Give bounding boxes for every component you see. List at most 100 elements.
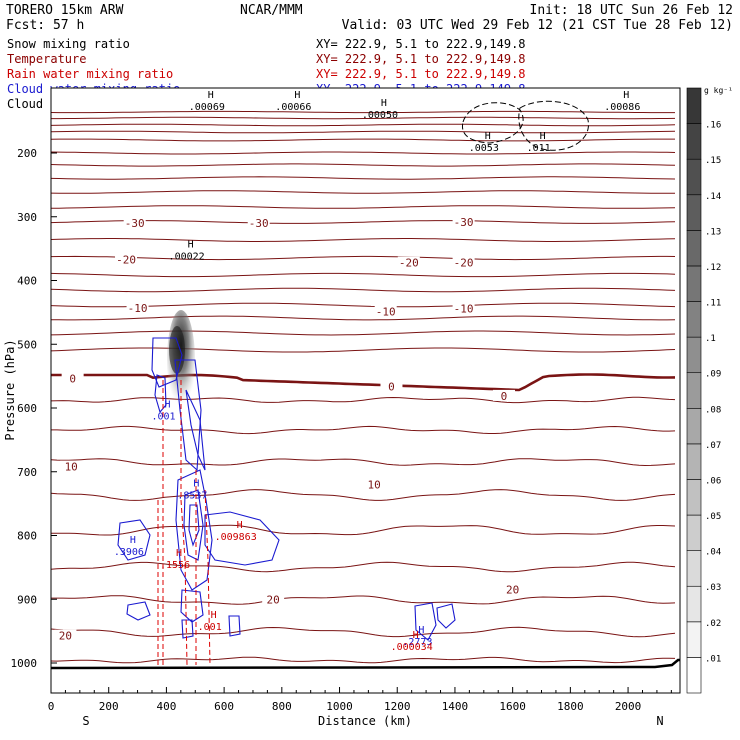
valid-label: Valid: 03 UTC Wed 29 Feb 12 (21 CST Tue … xyxy=(342,18,733,33)
extremum-value: .8537 xyxy=(177,490,207,501)
colorbar-level-label: .1 xyxy=(705,334,716,344)
temperature-contour xyxy=(50,220,676,224)
plot-area: -30 -30 -30 -20 -20 -20 -10 -10 -10 0 0 0 10 10 20 20 20… xyxy=(50,87,681,694)
temperature-contour xyxy=(50,561,676,573)
colorbar-level-label: .04 xyxy=(705,548,721,558)
extremum-value: .009863 xyxy=(215,532,257,543)
temperature-contour xyxy=(51,425,676,435)
colorbar-swatch xyxy=(686,621,702,658)
extremum-value: .011 xyxy=(527,143,551,154)
x-tick-label: 1000 xyxy=(326,700,353,713)
colorbar-level-label: .14 xyxy=(705,192,721,202)
colorbar-swatch xyxy=(686,657,702,694)
temperature-label: -10 xyxy=(128,302,148,315)
rain-water-contour xyxy=(180,380,188,666)
extremum-mark: H xyxy=(188,239,194,250)
temperature-contour xyxy=(50,151,676,155)
temperature-contour xyxy=(50,110,675,114)
cloud-water-contour xyxy=(174,359,202,472)
temperature-contour xyxy=(50,123,676,127)
cloud-water-contour xyxy=(180,589,204,623)
temperature-contour xyxy=(50,347,676,353)
temperature-label-background xyxy=(452,215,475,227)
cloud-water-contour xyxy=(204,511,280,566)
temperature-label-background xyxy=(374,305,397,317)
colorbar-unit: g kg⁻¹ xyxy=(704,86,733,95)
colorbar-swatch xyxy=(686,443,702,480)
temperature-contour xyxy=(50,190,675,194)
surface-terrain-line xyxy=(50,658,680,670)
legend-entry-xy: XY= 222.9, 5.1 to 222.9,149.8 xyxy=(316,67,526,81)
extremum-value: .00066 xyxy=(275,102,311,113)
colorbar-swatch xyxy=(686,87,702,124)
colorbar-swatch xyxy=(686,230,702,267)
temperature-contour xyxy=(50,163,676,167)
init-label: Init: 18 UTC Sun 26 Feb 12 xyxy=(530,3,734,18)
y-axis-title: Pressure (hPa) xyxy=(3,339,17,440)
extremum-value: .1556 xyxy=(160,560,190,571)
y-axis: 200 300 400 500 600 700 800 900 1000 xyxy=(11,147,57,670)
plot-frame xyxy=(50,87,681,694)
temperature-label-background xyxy=(380,380,403,392)
temperature-contour xyxy=(50,138,675,142)
cloud-water-contour xyxy=(181,619,194,639)
y-tick-label: 700 xyxy=(17,466,37,479)
cloud-ice-contour xyxy=(518,100,589,151)
temperature-contour xyxy=(51,116,676,120)
x-tick-label: 200 xyxy=(99,700,119,713)
temperature-label-background xyxy=(452,256,475,268)
colorbar-level-label: .16 xyxy=(705,121,721,131)
y-tick-label: 400 xyxy=(17,275,37,288)
temperature-contour xyxy=(50,272,676,278)
temperature-label-background xyxy=(115,253,138,265)
extremum-mark: H xyxy=(413,630,419,641)
colorbar-swatch xyxy=(686,301,702,338)
temperature-label-background xyxy=(397,256,420,268)
temperature-label-background xyxy=(492,389,515,401)
colorbar-level-label: .02 xyxy=(705,619,721,629)
temperature-contour xyxy=(50,176,676,180)
cloud-water-contour xyxy=(175,469,213,591)
colorbar-swatch xyxy=(686,194,702,231)
colorbar-swatch xyxy=(686,550,702,587)
extremum-mark: H xyxy=(237,520,243,531)
colorbar-swatch xyxy=(686,514,702,551)
colorbar-swatch xyxy=(686,336,702,374)
extremum-value: .001 xyxy=(151,411,175,422)
colorbar-level-label: .13 xyxy=(705,227,721,237)
temperature-contour xyxy=(50,302,676,308)
x-axis-left-end-label: S xyxy=(82,714,89,728)
cloud-water-contour xyxy=(117,519,151,561)
temperature-label-background xyxy=(262,593,285,605)
y-tick-label: 600 xyxy=(17,402,37,415)
colorbar-swatch xyxy=(686,585,702,623)
x-tick-label: 600 xyxy=(214,700,234,713)
extremum-mark: H xyxy=(485,131,491,142)
temperature-label-background xyxy=(363,478,386,490)
colorbar-swatch xyxy=(686,158,702,196)
temperature-label: 20 xyxy=(59,630,72,643)
extremum-value: .2773 xyxy=(402,637,432,648)
temperature-contour xyxy=(50,626,676,638)
legend-entry-name: Temperature xyxy=(7,52,86,66)
colorbar-level-label: .07 xyxy=(705,441,721,451)
temperature-label-background xyxy=(60,460,83,472)
colorbar-swatch xyxy=(686,407,702,445)
snow-core xyxy=(169,326,185,374)
temperature-label: 20 xyxy=(267,593,280,606)
y-tick-label: 1000 xyxy=(11,657,38,670)
temperature-label: -10 xyxy=(454,303,474,316)
cloud-water-contour xyxy=(151,337,183,388)
extremum-mark: H xyxy=(193,478,199,489)
x-axis-right-end-label: N xyxy=(656,714,663,728)
extremum-mark: H xyxy=(176,548,182,559)
y-tick-label: 500 xyxy=(17,338,37,351)
temperature-labels: -30 -30 -30 -20 -20 -20 -10 -10 -10 0 0 0 10 10 20 20 20 xyxy=(54,215,524,643)
colorbar-swatch xyxy=(686,372,702,409)
cloud-water-contour xyxy=(436,603,456,629)
colorbar-level-label: .09 xyxy=(705,370,721,380)
extremum-mark: H xyxy=(211,610,217,621)
x-tick-label: 1400 xyxy=(442,700,469,713)
